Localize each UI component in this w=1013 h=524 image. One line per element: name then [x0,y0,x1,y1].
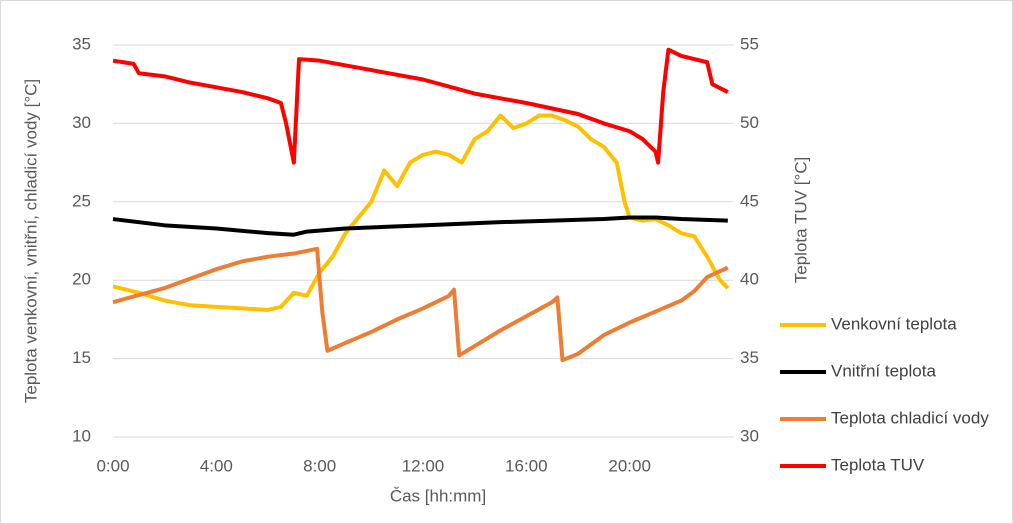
y-tick-label: 30 [72,113,91,132]
y2-tick-label: 45 [740,191,759,210]
series-line [112,47,729,165]
x-tick-label: 0:00 [96,456,129,475]
x-tick-label: 16:00 [505,456,548,475]
y-axis-label: Teplota venkovní, vnitřní, chladicí vody… [21,79,40,403]
y2-tick-label: 40 [740,270,759,289]
x-tick-label: 4:00 [200,456,233,475]
series-line [112,113,730,312]
x-axis-label: Čas [hh:mm] [390,486,486,505]
x-tick-label: 12:00 [402,456,445,475]
y-tick-label: 20 [72,270,91,289]
y2-tick-label: 55 [740,34,759,53]
y-tick-label: 10 [72,426,91,445]
y-tick-label: 15 [72,348,91,367]
y-tick-label: 25 [72,191,91,210]
legend-label: Vnitřní teplota [831,361,936,380]
x-tick-label: 20:00 [608,456,651,475]
y-tick-label: 35 [72,34,91,53]
legend-label: Teplota chladicí vody [831,408,989,427]
y2-tick-label: 35 [740,348,759,367]
legend-label: Teplota TUV [831,455,925,474]
y2-axis-label: Teplota TUV [°C] [791,157,810,283]
y2-tick-label: 30 [740,426,759,445]
legend-label: Venkovní teplota [831,314,957,333]
y2-tick-label: 50 [740,113,759,132]
x-tick-label: 8:00 [303,456,336,475]
series-line [112,215,728,237]
series-line [112,246,729,363]
